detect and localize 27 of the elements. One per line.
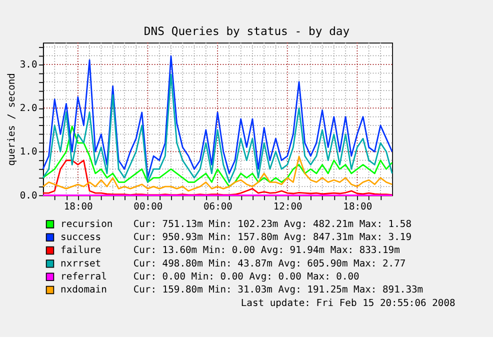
text: Cur: 950.93m Min: 157.80m Avg: 847.31m Max: 3.19	[133, 232, 412, 243]
line-series	[42, 74, 393, 183]
text: Cur: 0.00 Min: 0.00 Avg: 0.00 Max: 0.00	[133, 271, 360, 282]
text: Cur: 13.60m Min: 0.00 Avg: 91.94m Max: 833.19m	[133, 245, 400, 256]
text: Cur: 498.80m Min: 43.87m Avg: 605.90m Max: 2.77	[133, 258, 406, 270]
x-tick-label: 00:00	[134, 202, 163, 213]
legend-label: recursion	[60, 218, 113, 230]
text: Last update: Fri Feb 15 20:55:06 2008	[240, 298, 456, 309]
x-tick-label: 12:00	[273, 202, 303, 213]
chart-title: DNS Queries by status - by day	[144, 24, 350, 38]
legend-label: failure	[60, 245, 102, 256]
text: Cur: 159.80m Min: 31.03m Avg: 191.25m Max: 891.33m	[133, 284, 424, 296]
line-series	[42, 126, 393, 188]
y-tick-label: 1.0	[20, 146, 38, 158]
line-series	[42, 55, 393, 179]
legend-label: success	[60, 232, 102, 243]
y-tick-label: 2.0	[20, 103, 38, 114]
legend-label: nxdomain	[60, 284, 107, 296]
y-tick-label: 0.0	[20, 190, 38, 202]
x-tick-label: 06:00	[204, 202, 233, 213]
y-tick-label: 3.0	[20, 59, 38, 70]
legend-label: nxrrset	[60, 258, 102, 270]
y-axis-title: queries / second	[6, 73, 18, 166]
x-tick-label: 18:00	[64, 202, 94, 213]
x-tick-label: 18:00	[343, 202, 372, 213]
legend-label: referral	[60, 271, 107, 282]
text: Cur: 751.13m Min: 102.23m Avg: 482.21m Max: 1.58	[133, 218, 412, 230]
